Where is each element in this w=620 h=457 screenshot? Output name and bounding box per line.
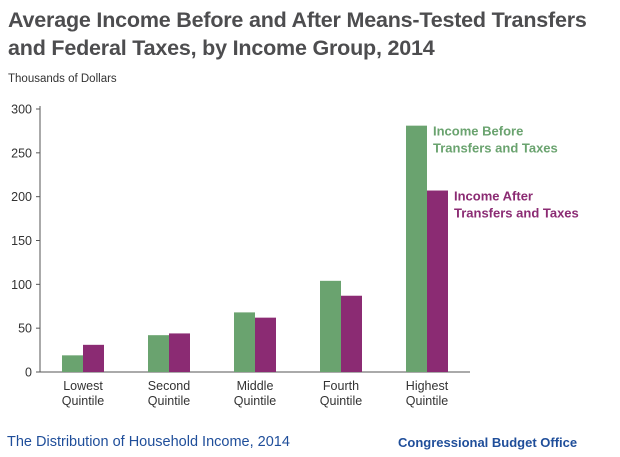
series-label: Income After Transfers and Taxes — [454, 189, 579, 221]
x-tick-label: Fourth Quintile — [320, 379, 362, 408]
y-tick-label: 0 — [25, 366, 32, 380]
bar-before — [406, 125, 427, 372]
bar-after — [427, 190, 448, 372]
x-tick-label: Highest Quintile — [406, 379, 449, 408]
bar-before — [62, 355, 83, 372]
series-label: Income Before Transfers and Taxes — [433, 124, 558, 156]
chart-title: Average Income Before and After Means-Te… — [8, 8, 587, 60]
bar-after — [83, 344, 104, 372]
bar-before — [320, 280, 341, 372]
bar-chart: 0 50 100 150 200 250 300 Lowest Quintile Second Qu… — [11, 103, 579, 409]
y-axis-label: Thousands of Dollars — [8, 73, 117, 85]
y-tick-label: 300 — [11, 103, 32, 117]
bar-after — [341, 295, 362, 372]
y-tick-label: 250 — [11, 146, 32, 160]
y-tick-label: 50 — [18, 322, 32, 336]
y-tick-label: 100 — [11, 278, 32, 292]
x-tick-label: Middle Quintile — [234, 379, 276, 408]
source-title: The Distribution of Household Income, 20… — [7, 434, 290, 450]
x-tick-label: Second Quintile — [148, 379, 190, 408]
x-tick-label: Lowest Quintile — [62, 379, 104, 408]
bar-before — [148, 335, 169, 372]
bar-after — [169, 333, 190, 372]
source-organization: Congressional Budget Office — [398, 435, 578, 450]
y-tick-label: 150 — [11, 234, 32, 248]
y-tick-label: 200 — [11, 190, 32, 204]
bar-after — [255, 317, 276, 372]
bar-before — [234, 312, 255, 372]
